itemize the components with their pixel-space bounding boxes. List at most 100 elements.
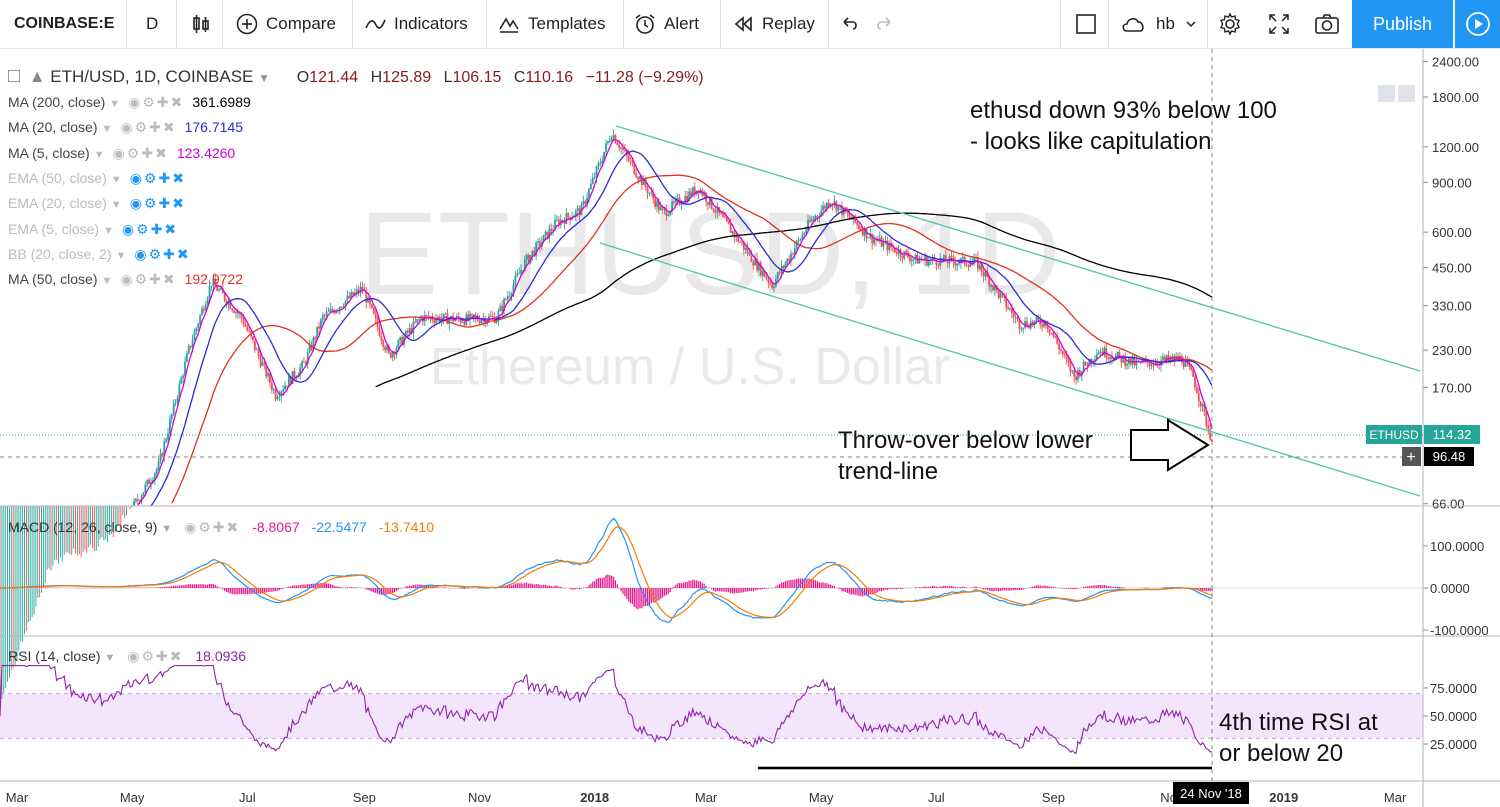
dropdown-icon[interactable]: ▼: [103, 224, 114, 237]
candle-body: [280, 391, 283, 397]
plus-icon[interactable]: +: [1406, 449, 1415, 466]
indicator-controls[interactable]: ◉⚙✚✖: [129, 195, 186, 212]
dropdown-icon[interactable]: ▼: [110, 173, 122, 186]
candle-body: [223, 293, 226, 301]
indicator-controls[interactable]: ◉⚙✚✖: [129, 169, 186, 186]
collapse-icon[interactable]: [8, 70, 20, 82]
candle-body: [827, 202, 830, 207]
dropdown-icon[interactable]: ▼: [110, 199, 122, 212]
ma50-line[interactable]: [171, 174, 1213, 504]
settings-button[interactable]: [1218, 0, 1242, 48]
candle-body: [278, 396, 281, 398]
chart-title[interactable]: ETH/USD, 1D, COINBASE: [50, 67, 254, 86]
macd-line[interactable]: [0, 517, 1213, 624]
indicator-name[interactable]: MA (200, close): [8, 94, 106, 110]
dropdown-icon[interactable]: ▼: [101, 123, 113, 136]
ma5-line[interactable]: [137, 138, 1213, 506]
indicator-legend-row[interactable]: EMA (20, close) ▼ ◉⚙✚✖: [8, 195, 186, 212]
ma200-line[interactable]: [375, 212, 1213, 388]
indicator-name[interactable]: EMA (50, close): [8, 169, 107, 186]
publish-button[interactable]: Publish: [1352, 0, 1453, 48]
indicator-controls[interactable]: ◉⚙✚✖: [112, 144, 169, 161]
play-button[interactable]: [1455, 0, 1500, 48]
templates-icon: [499, 17, 519, 33]
indicator-controls[interactable]: ◉⚙✚✖: [121, 220, 179, 237]
rsi-label[interactable]: RSI (14, close): [8, 648, 101, 664]
alert-button[interactable]: Alert: [634, 0, 699, 48]
throw-over-note[interactable]: Throw-over below lower trend-line: [838, 425, 1093, 487]
candle-body: [1201, 404, 1204, 407]
dropdown-icon[interactable]: ▼: [109, 98, 121, 110]
indicator-legend-row[interactable]: MA (5, close) ▼ ◉⚙✚✖ 123.4260: [8, 145, 235, 162]
candle-body: [810, 219, 813, 222]
symbol-search[interactable]: COINBASE:E: [14, 15, 115, 32]
candle-body: [499, 305, 502, 312]
cursor-tag-bg: [1424, 447, 1474, 466]
dropdown-icon[interactable]: ▼: [161, 523, 173, 535]
redo-button[interactable]: [874, 0, 894, 48]
candle-body: [184, 361, 186, 376]
candle-body: [380, 336, 383, 341]
time-tick-label: Nov: [468, 790, 492, 805]
candle-body: [212, 278, 215, 286]
snapshot-button[interactable]: [1314, 0, 1340, 48]
candle-body: [267, 373, 269, 377]
scale-auto-button[interactable]: [1378, 85, 1395, 102]
indicator-legend-row[interactable]: MA (50, close) ▼ ◉⚙✚✖ 192.9722: [8, 271, 243, 288]
chart-canvas[interactable]: ETHUSD, 1D Ethereum / U.S. Dollar 2400.0…: [0, 49, 1500, 807]
layout-button[interactable]: [1075, 0, 1097, 48]
dropdown-icon[interactable]: ▼: [101, 275, 113, 288]
scale-log-button[interactable]: [1398, 85, 1415, 102]
replay-button[interactable]: Replay: [732, 0, 815, 48]
last-price-value: 114.32: [1433, 427, 1472, 442]
candle-body: [374, 313, 377, 319]
indicator-name[interactable]: BB (20, close, 2): [8, 245, 112, 262]
indicator-controls[interactable]: ◉⚙✚✖: [120, 271, 177, 288]
dropdown-icon[interactable]: ▼: [104, 652, 116, 664]
macd-signal-line[interactable]: [0, 526, 1213, 619]
indicator-legend-row[interactable]: MA (20, close) ▼ ◉⚙✚✖ 176.7145: [8, 119, 243, 136]
title-dropdown-icon[interactable]: ▼: [258, 71, 271, 85]
candle-body: [1035, 317, 1038, 321]
indicator-name[interactable]: MA (5, close): [8, 144, 90, 161]
candle-body: [1103, 347, 1106, 356]
dropdown-icon[interactable]: ▼: [93, 148, 105, 161]
compare-button[interactable]: Compare: [236, 0, 336, 48]
lower-trend-line[interactable]: [599, 242, 1421, 497]
interval-button[interactable]: D: [146, 14, 159, 33]
candle-body: [335, 310, 337, 314]
indicator-name[interactable]: MA (50, close): [8, 271, 98, 288]
plus-button-bg[interactable]: [1402, 447, 1421, 466]
indicators-button[interactable]: Indicators: [364, 0, 468, 48]
dropdown-icon[interactable]: ▼: [115, 249, 127, 262]
rsi-controls[interactable]: ◉⚙✚✖: [127, 648, 184, 664]
indicator-legend-row[interactable]: EMA (5, close) ▼ ◉⚙✚✖: [8, 221, 178, 238]
undo-button[interactable]: [840, 0, 860, 48]
indicator-name[interactable]: EMA (20, close): [8, 195, 107, 212]
ma20-line[interactable]: [150, 150, 1213, 507]
indicator-controls[interactable]: ◉⚙✚✖: [134, 245, 191, 262]
cloud-save-button[interactable]: hb: [1120, 0, 1197, 48]
candle-body: [546, 231, 549, 239]
macd-controls[interactable]: ◉⚙✚✖: [184, 519, 241, 535]
indicator-name[interactable]: EMA (5, close): [8, 220, 100, 237]
candle-body: [1014, 317, 1017, 318]
arrow-annotation[interactable]: [1130, 418, 1210, 472]
indicator-legend-row[interactable]: MA (200, close) ▼ ◉⚙✚✖ 361.6989: [8, 94, 251, 111]
indicator-legend-row[interactable]: BB (20, close, 2) ▼ ◉⚙✚✖: [8, 246, 191, 263]
candle-body: [340, 306, 343, 308]
indicator-controls[interactable]: ◉⚙✚✖: [128, 94, 185, 110]
chart-type-button[interactable]: [190, 0, 212, 48]
candle-body: [565, 213, 568, 224]
fullscreen-button[interactable]: [1268, 0, 1290, 48]
indicator-legend-row[interactable]: EMA (50, close) ▼ ◉⚙✚✖: [8, 170, 186, 187]
upper-trend-line[interactable]: [615, 125, 1421, 372]
rsi-note[interactable]: 4th time RSI at or below 20: [1219, 707, 1378, 769]
rsi-line[interactable]: [0, 665, 1213, 755]
templates-button[interactable]: Templates: [498, 0, 605, 48]
indicator-name[interactable]: MA (20, close): [8, 119, 98, 136]
capitulation-note[interactable]: ethusd down 93% below 100 - looks like c…: [970, 95, 1277, 157]
indicator-controls[interactable]: ◉⚙✚✖: [120, 119, 177, 136]
macd-label[interactable]: MACD (12, 26, close, 9): [8, 519, 158, 535]
candle-body: [306, 352, 309, 364]
